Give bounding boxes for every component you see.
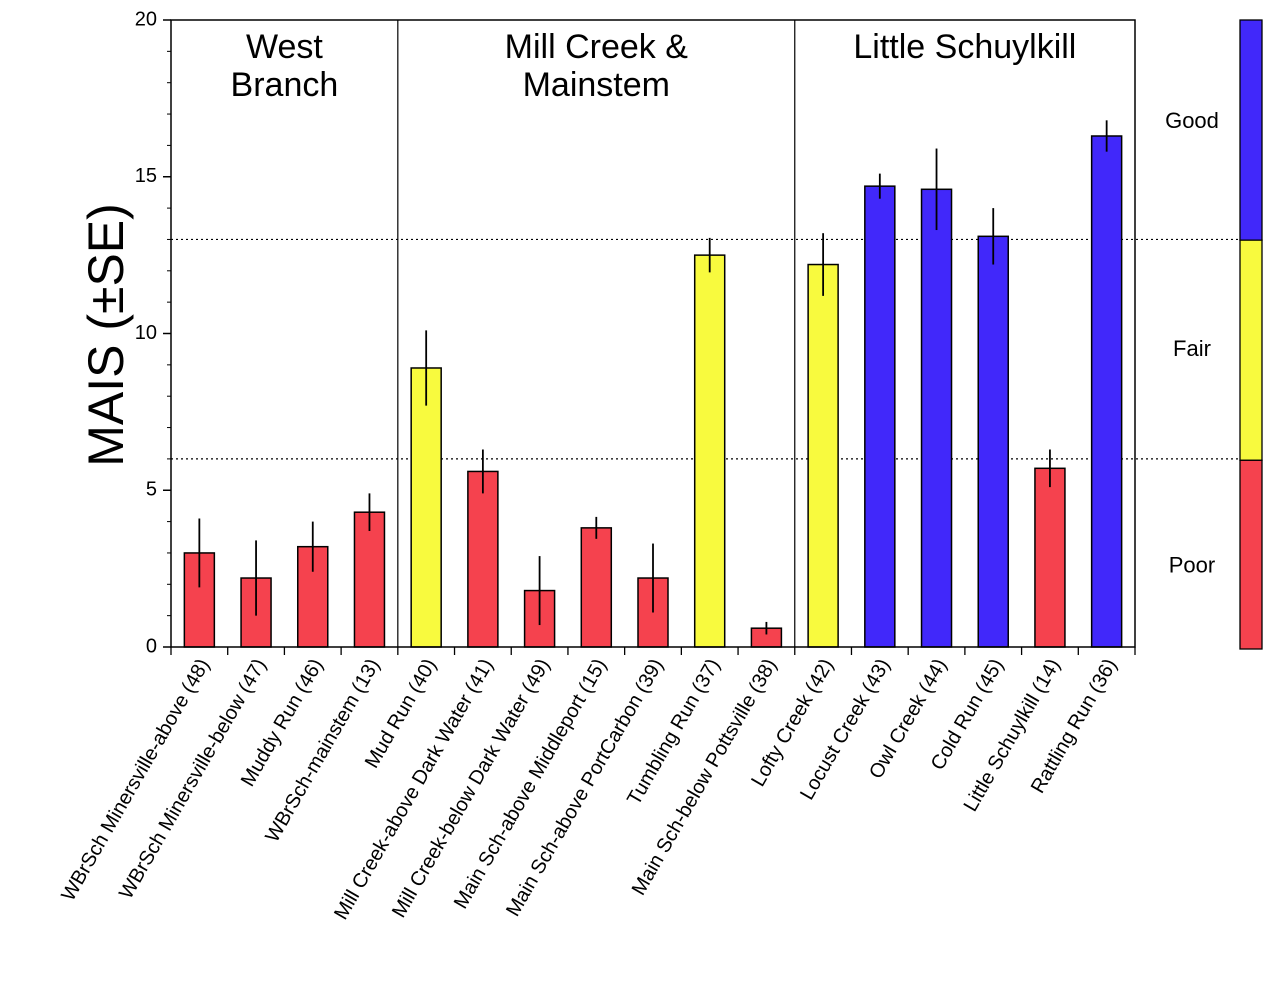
group-label: West bbox=[246, 28, 323, 66]
bar bbox=[977, 235, 1009, 648]
error-bars-layer bbox=[198, 120, 1108, 635]
bar bbox=[353, 511, 386, 648]
y-tick-label: 15 bbox=[135, 165, 157, 187]
y-tick-label: 5 bbox=[146, 479, 157, 501]
bar bbox=[580, 527, 613, 648]
bar bbox=[920, 188, 953, 648]
y-axis-label: MAIS (±SE) bbox=[78, 203, 134, 467]
group-label: Mainstem bbox=[523, 66, 670, 104]
legend-label: Good bbox=[1165, 108, 1219, 133]
threshold-lines bbox=[171, 238, 1240, 460]
legend-swatch bbox=[1239, 239, 1263, 461]
y-tick-label: 10 bbox=[135, 322, 157, 344]
bar bbox=[693, 254, 726, 648]
bar bbox=[410, 367, 442, 648]
group-label: Branch bbox=[231, 66, 339, 104]
y-tick-label: 20 bbox=[135, 8, 157, 30]
bar bbox=[807, 263, 839, 648]
x-axis: WBrSch Minersville-above (48)WBrSch Mine… bbox=[57, 647, 1136, 923]
legend-label: Fair bbox=[1173, 336, 1211, 361]
bar bbox=[1034, 467, 1066, 648]
legend-swatch bbox=[1239, 459, 1263, 650]
bar bbox=[1090, 135, 1123, 648]
legend-swatch bbox=[1239, 19, 1263, 241]
y-tick-label: 0 bbox=[146, 635, 157, 657]
quality-legend: Good Fair Poor bbox=[1165, 19, 1263, 650]
legend-label: Poor bbox=[1169, 552, 1215, 577]
bars-layer bbox=[183, 135, 1123, 648]
group-label: Little Schuylkill bbox=[853, 28, 1076, 66]
y-axis: 0 5 10 15 20 bbox=[135, 8, 171, 657]
bar bbox=[864, 185, 896, 648]
bar bbox=[467, 470, 499, 648]
group-label: Mill Creek & bbox=[505, 28, 689, 66]
